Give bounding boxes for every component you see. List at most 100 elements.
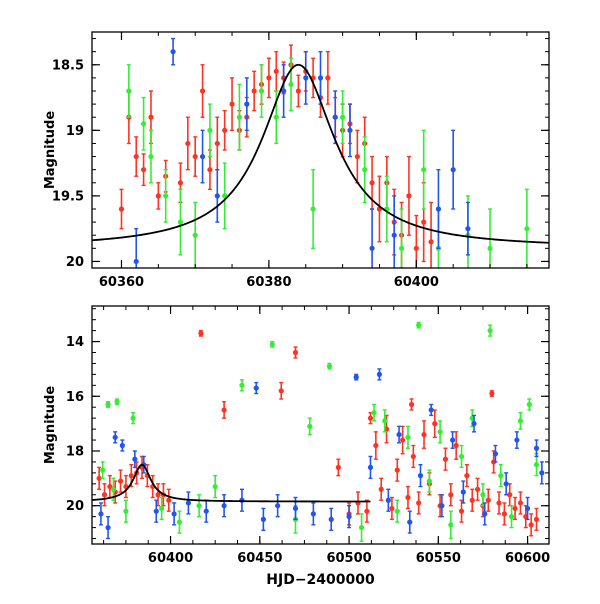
data-point [278, 388, 284, 394]
data-point [460, 489, 466, 495]
data-point [153, 508, 159, 514]
data-point [394, 508, 400, 514]
data-point [155, 193, 161, 199]
data-point [307, 423, 313, 429]
data-point [239, 382, 245, 388]
data-point [207, 127, 213, 133]
data-point [166, 497, 172, 503]
data-point [325, 75, 331, 81]
data-point [288, 81, 294, 88]
data-point [435, 206, 442, 212]
data-point [512, 505, 518, 512]
data-point [517, 418, 524, 424]
data-point [335, 464, 341, 471]
data-point [421, 167, 427, 173]
x-tick-label: 60380 [246, 275, 291, 290]
data-point [273, 68, 279, 74]
data-point [474, 486, 481, 492]
data-point [98, 511, 104, 517]
data-point [416, 322, 422, 328]
data-point [394, 467, 400, 473]
x-tick-label: 60450 [237, 551, 282, 566]
data-point [526, 401, 532, 408]
bottom-panel-full-light-curve: 60400 60450 60500 60550 60600 14 16 18 20 Magnitu… [43, 305, 550, 588]
data-point [458, 508, 465, 514]
data-point [292, 349, 299, 356]
data-point [253, 385, 259, 391]
series-2 [98, 368, 545, 540]
data-point [400, 437, 406, 443]
data-point [439, 503, 445, 509]
data-point [96, 475, 102, 481]
model-curve [92, 63, 549, 244]
data-point [437, 429, 443, 435]
data-point [480, 492, 486, 498]
data-point [310, 206, 316, 212]
plot-area [92, 321, 545, 542]
data-point [353, 374, 359, 380]
data-point [207, 167, 213, 173]
data-point [517, 500, 524, 506]
data-point [177, 180, 184, 186]
data-point [469, 497, 475, 503]
data-point [317, 75, 324, 81]
data-point [382, 418, 388, 424]
data-point [405, 434, 411, 440]
data-point [185, 500, 191, 506]
x-tick-label: 60550 [416, 551, 461, 566]
series-0 [96, 329, 540, 537]
data-point [407, 519, 413, 525]
data-point [450, 167, 456, 173]
series-2 [133, 37, 471, 268]
data-point [128, 473, 134, 479]
data-point [105, 524, 111, 531]
data-point [140, 121, 147, 127]
data-point [292, 505, 299, 512]
data-point [192, 153, 198, 160]
data-point [358, 524, 365, 531]
data-point [421, 219, 427, 225]
data-point [487, 245, 493, 251]
data-point [199, 153, 206, 160]
data-point [295, 88, 301, 94]
data-point [326, 363, 333, 369]
data-point [347, 127, 353, 133]
data-point [448, 522, 454, 528]
data-point [244, 101, 250, 107]
data-point [408, 401, 415, 408]
data-point [346, 514, 352, 520]
data-point [378, 486, 384, 492]
data-point [364, 508, 370, 514]
data-point [119, 442, 125, 449]
data-point [371, 410, 377, 416]
data-point [426, 478, 432, 484]
plot-area [92, 37, 549, 268]
data-point [524, 226, 530, 232]
data-point [221, 407, 227, 413]
data-point [442, 456, 449, 462]
data-point [503, 481, 509, 487]
data-point [458, 453, 465, 460]
data-point [110, 486, 117, 492]
data-point [273, 114, 279, 120]
data-point [450, 437, 456, 443]
x-tick-label: 60600 [505, 551, 550, 566]
data-point [196, 503, 202, 509]
y-axis-label: Magnitude [43, 386, 58, 465]
data-point [212, 483, 218, 490]
data-point [465, 226, 471, 232]
data-point [471, 421, 477, 427]
data-point [118, 206, 125, 212]
data-point [260, 516, 266, 522]
data-point [508, 514, 515, 520]
data-point [176, 519, 183, 525]
y-tick-label: 14 [66, 335, 84, 350]
data-point [533, 516, 540, 522]
y-tick-label: 19 [66, 124, 84, 139]
y-tick-label: 16 [66, 390, 84, 405]
data-point [185, 140, 191, 147]
data-point [101, 492, 108, 498]
data-point [177, 219, 184, 225]
data-point [133, 153, 139, 160]
